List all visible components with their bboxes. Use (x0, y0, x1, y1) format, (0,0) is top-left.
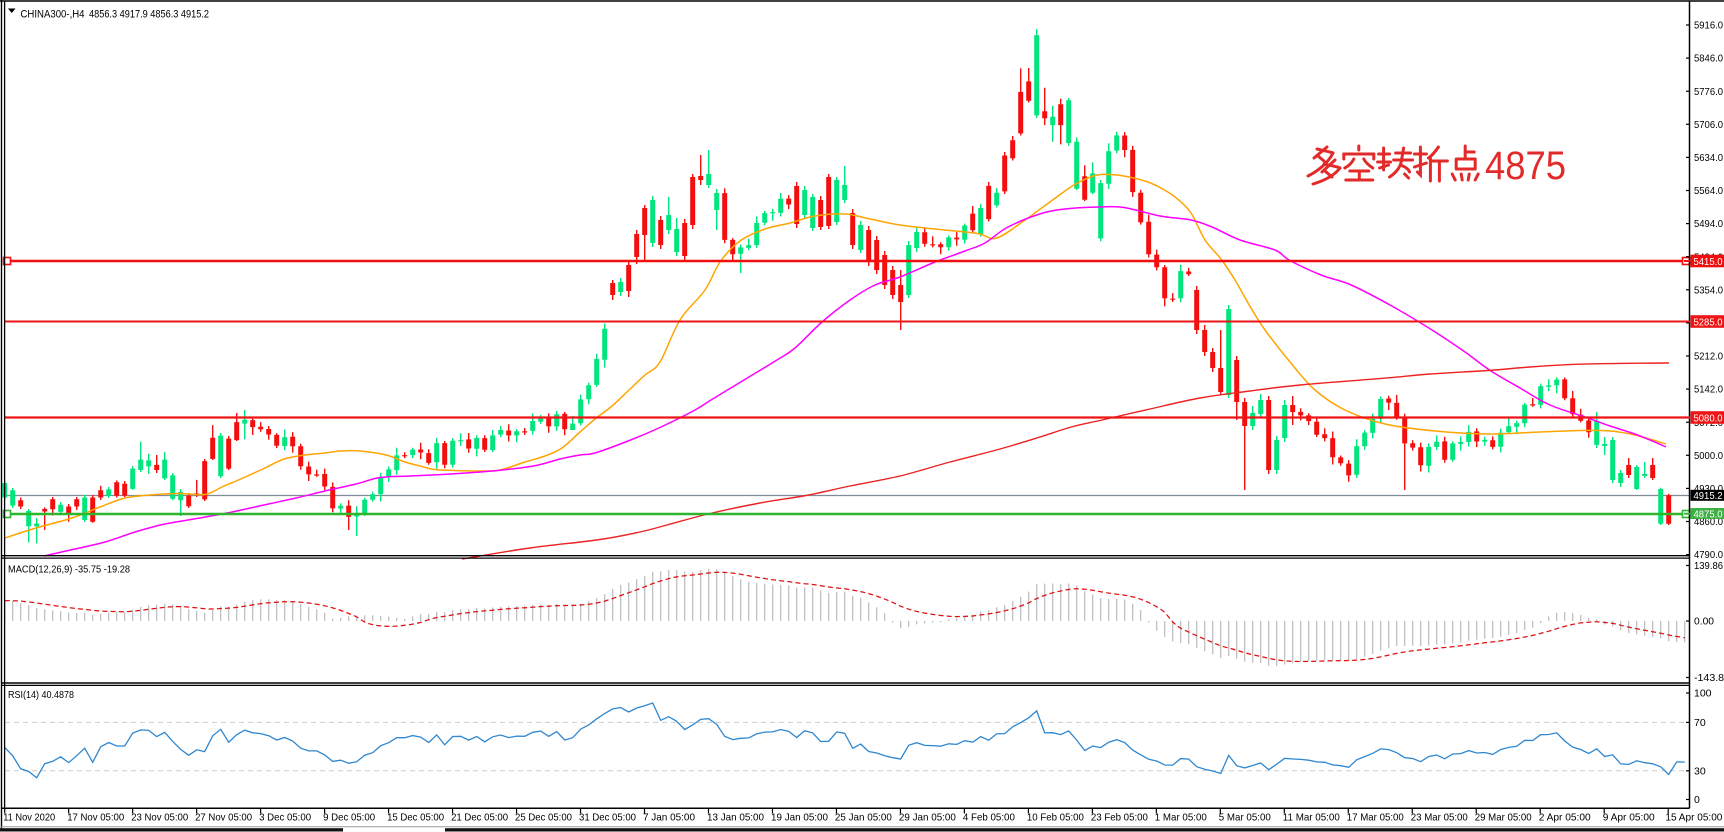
svg-text:4860.0: 4860.0 (1694, 516, 1723, 528)
svg-text:25 Dec 05:00: 25 Dec 05:00 (515, 812, 572, 824)
svg-text:0: 0 (1694, 794, 1700, 806)
svg-text:15 Apr 05:00: 15 Apr 05:00 (1665, 812, 1722, 824)
svg-text:4875: 4875 (1485, 144, 1566, 188)
svg-text:MACD(12,26,9) -35.75 -19.28: MACD(12,26,9) -35.75 -19.28 (8, 564, 130, 576)
svg-text:11 Mar 05:00: 11 Mar 05:00 (1283, 812, 1340, 824)
svg-text:17 Mar 05:00: 17 Mar 05:00 (1347, 812, 1404, 824)
svg-text:29 Mar 05:00: 29 Mar 05:00 (1475, 812, 1532, 824)
svg-text:10 Feb 05:00: 10 Feb 05:00 (1027, 812, 1084, 824)
svg-text:21 Dec 05:00: 21 Dec 05:00 (451, 812, 508, 824)
svg-text:5 Mar 05:00: 5 Mar 05:00 (1219, 812, 1271, 824)
svg-text:23 Mar 05:00: 23 Mar 05:00 (1411, 812, 1468, 824)
svg-text:4856.3 4917.9 4856.3 4915.2: 4856.3 4917.9 4856.3 4915.2 (89, 9, 209, 21)
svg-text:23 Nov 05:00: 23 Nov 05:00 (131, 812, 188, 824)
svg-text:5564.0: 5564.0 (1694, 185, 1723, 197)
svg-text:30: 30 (1694, 765, 1706, 777)
svg-text:7 Jan 05:00: 7 Jan 05:00 (643, 812, 695, 824)
svg-text:4915.2: 4915.2 (1694, 490, 1723, 502)
svg-text:-143.82: -143.82 (1694, 672, 1724, 684)
svg-text:5285.0: 5285.0 (1694, 316, 1723, 328)
svg-text:1 Mar 05:00: 1 Mar 05:00 (1155, 812, 1207, 824)
svg-text:CHINA300-,H4: CHINA300-,H4 (21, 9, 85, 21)
svg-text:25 Jan 05:00: 25 Jan 05:00 (835, 812, 892, 824)
svg-text:5142.0: 5142.0 (1694, 384, 1723, 396)
svg-text:5494.0: 5494.0 (1694, 218, 1723, 230)
svg-text:5212.0: 5212.0 (1694, 351, 1723, 363)
svg-text:2 Apr 05:00: 2 Apr 05:00 (1539, 812, 1591, 824)
svg-text:31 Dec 05:00: 31 Dec 05:00 (579, 812, 636, 824)
svg-text:5634.0: 5634.0 (1694, 152, 1723, 164)
svg-text:5846.0: 5846.0 (1694, 53, 1723, 65)
svg-text:9 Dec 05:00: 9 Dec 05:00 (323, 812, 375, 824)
svg-text:0.00: 0.00 (1694, 616, 1714, 628)
svg-text:19 Jan 05:00: 19 Jan 05:00 (771, 812, 828, 824)
svg-text:5776.0: 5776.0 (1694, 86, 1723, 98)
svg-text:4790.0: 4790.0 (1694, 549, 1723, 561)
svg-text:5916.0: 5916.0 (1694, 20, 1723, 32)
svg-text:17 Nov 05:00: 17 Nov 05:00 (67, 812, 124, 824)
svg-text:4875.0: 4875.0 (1694, 508, 1723, 520)
svg-text:139.86: 139.86 (1694, 560, 1723, 572)
svg-text:11 Nov 2020: 11 Nov 2020 (3, 812, 55, 824)
svg-text:5000.0: 5000.0 (1694, 450, 1723, 462)
svg-text:100: 100 (1694, 688, 1712, 700)
svg-text:70: 70 (1694, 717, 1706, 729)
svg-text:5415.0: 5415.0 (1694, 256, 1723, 268)
svg-text:3 Dec 05:00: 3 Dec 05:00 (259, 812, 311, 824)
svg-text:27 Nov 05:00: 27 Nov 05:00 (195, 812, 252, 824)
svg-text:5706.0: 5706.0 (1694, 119, 1723, 131)
svg-text:5354.0: 5354.0 (1694, 284, 1723, 296)
svg-text:15 Dec 05:00: 15 Dec 05:00 (387, 812, 444, 824)
svg-text:23 Feb 05:00: 23 Feb 05:00 (1091, 812, 1148, 824)
svg-text:4 Feb 05:00: 4 Feb 05:00 (963, 812, 1015, 824)
svg-text:13 Jan 05:00: 13 Jan 05:00 (707, 812, 764, 824)
svg-text:RSI(14) 40.4878: RSI(14) 40.4878 (8, 689, 74, 701)
svg-text:29 Jan 05:00: 29 Jan 05:00 (899, 812, 956, 824)
svg-text:9 Apr 05:00: 9 Apr 05:00 (1603, 812, 1655, 824)
svg-text:5080.0: 5080.0 (1694, 412, 1723, 424)
